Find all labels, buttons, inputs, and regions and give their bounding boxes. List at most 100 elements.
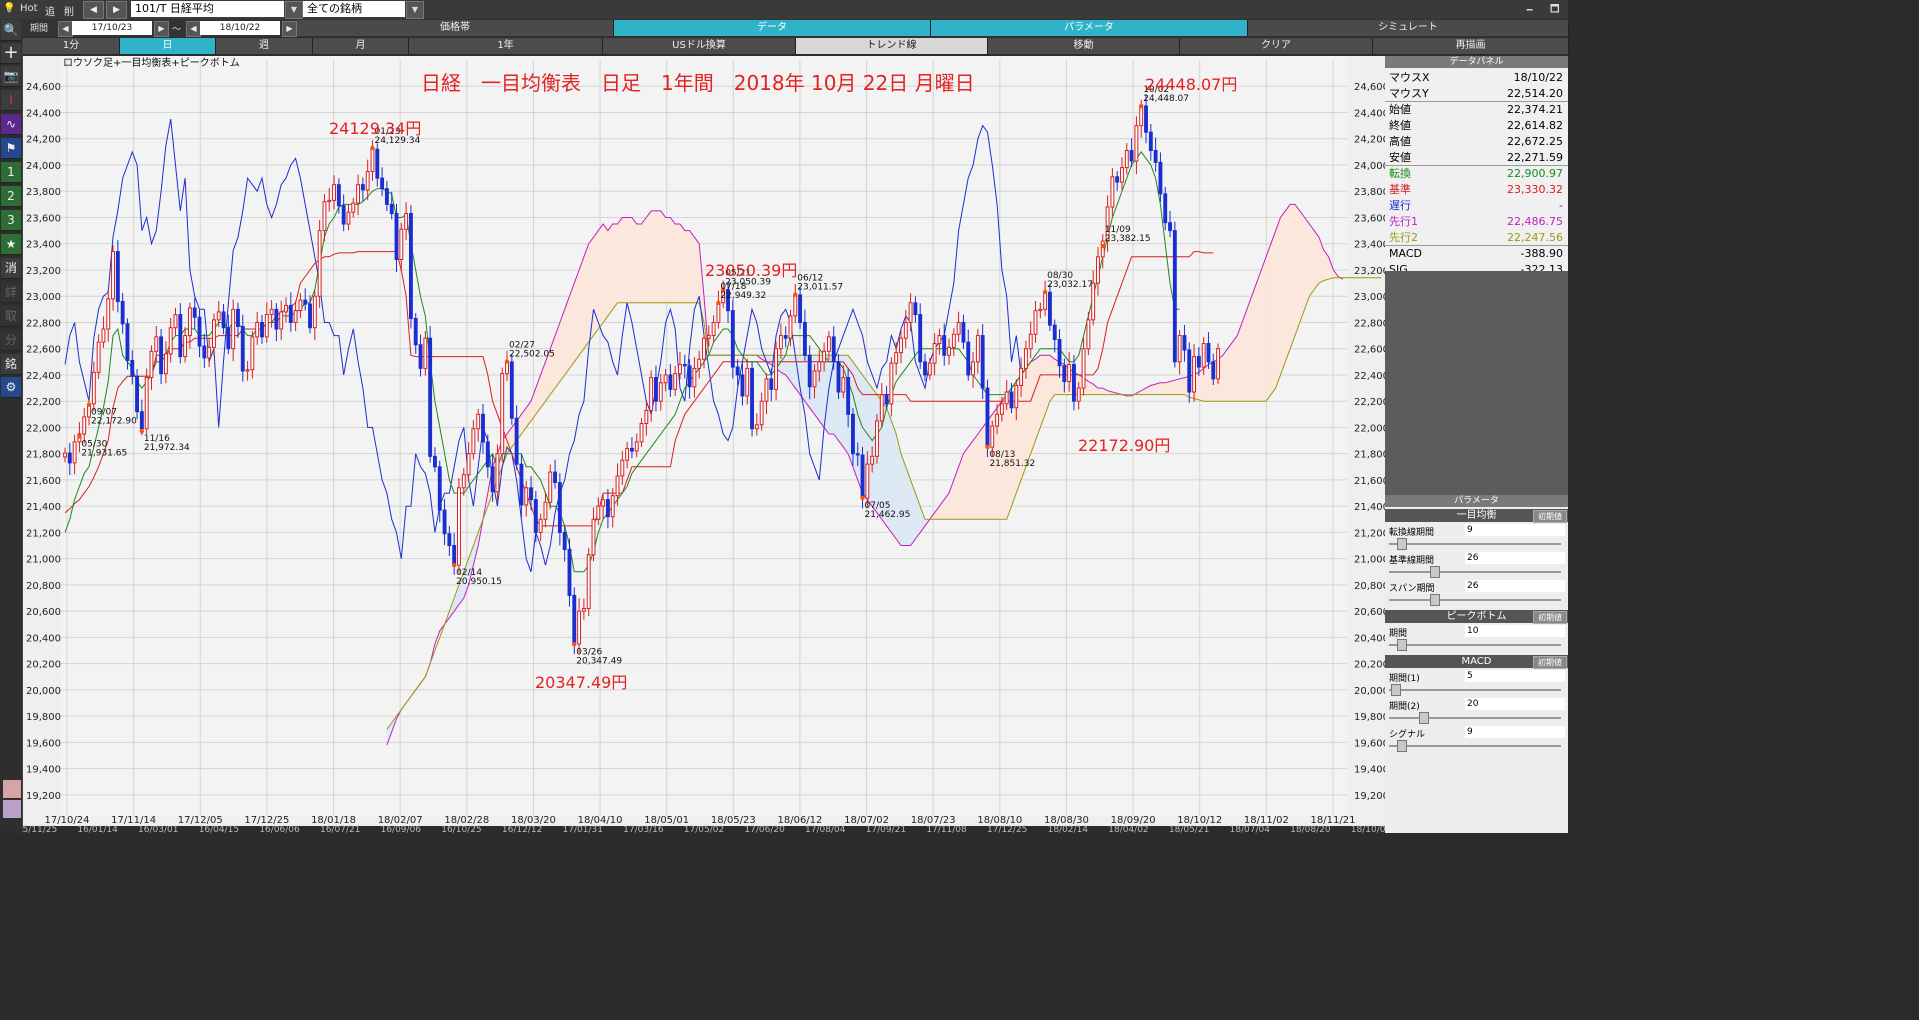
usd-convert-button[interactable]: USドル換算 <box>603 38 796 54</box>
symbol-dropdown-icon[interactable]: ▼ <box>285 1 303 19</box>
tab-parameters[interactable]: パラメータ <box>931 20 1248 36</box>
param-value-field[interactable]: 20 <box>1465 698 1565 710</box>
param-slider-knob[interactable] <box>1430 566 1440 578</box>
param-value-field[interactable]: 9 <box>1465 524 1565 536</box>
candle-body <box>783 335 788 339</box>
param-slider-knob[interactable] <box>1430 594 1440 606</box>
param-reset-button[interactable]: 初期値 <box>1533 656 1567 669</box>
x-tick-label: 18/08/30 <box>1044 815 1089 826</box>
bottom-x-tick-label: 16/12/12 <box>502 825 542 833</box>
minimize-icon[interactable]: 🗕 <box>1526 4 1534 15</box>
magnifier-icon[interactable]: 🔍 <box>1 20 21 41</box>
param-value-field[interactable]: 26 <box>1465 552 1565 564</box>
candle-body <box>91 371 96 405</box>
param-reset-button[interactable]: 初期値 <box>1533 510 1567 523</box>
candle-body <box>860 454 865 499</box>
brand-button[interactable]: 銘 <box>1 354 21 375</box>
peak-bottom-date: 11/09 <box>1105 225 1131 235</box>
param-slider-knob[interactable] <box>1390 684 1401 696</box>
peak-bottom-value: 24,448.07 <box>1143 94 1189 104</box>
hot-button[interactable]: Hot <box>20 3 38 14</box>
prev-symbol-button[interactable]: ◀ <box>83 1 104 19</box>
candle-body <box>380 177 385 190</box>
gear-icon[interactable]: ⚙ <box>1 377 21 398</box>
timeframe-1year-button[interactable]: 1年 <box>409 38 603 54</box>
take-button[interactable]: 取 <box>1 306 21 327</box>
tab-simulate[interactable]: シミュレート <box>1248 20 1569 36</box>
delete-button[interactable]: 削 <box>64 7 74 18</box>
cloud-segment <box>828 355 834 434</box>
next-symbol-button[interactable]: ▶ <box>106 1 127 19</box>
param-slider-track[interactable] <box>1389 689 1561 691</box>
bottom-x-tick-label: 18/02/14 <box>1048 825 1089 833</box>
trendline-button[interactable]: トレンド線 <box>796 38 988 54</box>
param-slider-knob[interactable] <box>1397 538 1408 550</box>
from-prev-button[interactable]: ◀ <box>58 21 73 37</box>
bulb-icon[interactable]: 💡 <box>3 3 16 14</box>
erase-button[interactable]: 消 <box>1 258 21 279</box>
peak-bottom-value: 22,172.90 <box>91 417 137 427</box>
line-mini-icon[interactable] <box>3 800 21 818</box>
symbol-field[interactable]: 101/T 日経平均 <box>131 1 284 17</box>
peak-bottom-marker <box>985 444 990 450</box>
param-value-field[interactable]: 10 <box>1465 625 1565 637</box>
to-next-button[interactable]: ▶ <box>282 21 297 37</box>
tab-data[interactable]: データ <box>614 20 931 36</box>
param-slider-knob[interactable] <box>1397 740 1408 752</box>
move-button[interactable]: 移動 <box>988 38 1180 54</box>
camera-icon[interactable]: 📷 <box>1 66 21 87</box>
candle-body <box>826 336 831 352</box>
to-date-field[interactable]: 18/10/22 <box>200 21 280 35</box>
star-icon[interactable]: ★ <box>1 234 21 255</box>
candle-body <box>1216 348 1221 380</box>
param-reset-button[interactable]: 初期値 <box>1533 611 1567 624</box>
to-prev-button[interactable]: ◀ <box>186 21 201 37</box>
param-label: シグナル <box>1389 730 1426 740</box>
tab-price-band[interactable]: 価格帯 <box>297 20 614 36</box>
from-next-button[interactable]: ▶ <box>154 21 169 37</box>
from-date-field[interactable]: 17/10/23 <box>72 21 152 35</box>
chart-2-button[interactable]: 2 <box>1 186 21 207</box>
candle-body <box>620 459 625 477</box>
add-button[interactable]: 追 <box>45 7 55 18</box>
candle-body <box>106 298 111 330</box>
cloud-segment <box>1318 237 1324 284</box>
detail-button[interactable]: 詳 <box>1 282 21 303</box>
split-button[interactable]: 分 <box>1 330 21 351</box>
param-section-title: MACD <box>1385 655 1568 668</box>
universe-field[interactable]: 全ての銘柄 <box>303 1 405 17</box>
chart-3-button[interactable]: 3 <box>1 210 21 231</box>
param-slider-track[interactable] <box>1389 717 1561 719</box>
param-slider-track[interactable] <box>1389 571 1561 573</box>
timeframe-day-button[interactable]: 日 <box>120 38 216 54</box>
param-slider-knob[interactable] <box>1418 712 1429 724</box>
param-value-field[interactable]: 5 <box>1465 670 1565 682</box>
candle-chart-icon[interactable]: ⌇ <box>1 90 21 111</box>
timeframe-week-button[interactable]: 週 <box>216 38 313 54</box>
candle-body <box>923 361 927 376</box>
crosshair-icon[interactable]: + <box>1 43 21 64</box>
ichimoku-chart[interactable]: 19,200 19,200 19,400 19,400 19,600 19,600 19,8… <box>23 56 1385 833</box>
candle-body <box>144 377 149 430</box>
y-tick-label-left: 21,800 <box>26 450 61 461</box>
candle-body <box>1153 150 1158 163</box>
line-chart-icon[interactable]: ∿ <box>1 114 21 135</box>
candle-body <box>471 428 476 455</box>
redraw-button[interactable]: 再描画 <box>1373 38 1569 54</box>
candle-mini-icon[interactable] <box>3 780 21 798</box>
param-slider-track[interactable] <box>1389 745 1561 747</box>
chart-1-button[interactable]: 1 <box>1 162 21 183</box>
universe-dropdown-icon[interactable]: ▼ <box>406 1 424 19</box>
param-slider-track[interactable] <box>1389 543 1561 545</box>
timeframe-1min-button[interactable]: 1分 <box>23 38 120 54</box>
param-value-field[interactable]: 26 <box>1465 580 1565 592</box>
param-value-field[interactable]: 9 <box>1465 726 1565 738</box>
clear-button[interactable]: クリア <box>1180 38 1373 54</box>
param-slider-track[interactable] <box>1389 644 1561 646</box>
maximize-icon[interactable]: 🗖 <box>1550 4 1560 15</box>
candle-body <box>187 307 192 337</box>
param-slider-track[interactable] <box>1389 599 1561 601</box>
flag-icon[interactable]: ⚑ <box>1 138 21 159</box>
timeframe-month-button[interactable]: 月 <box>313 38 409 54</box>
param-slider-knob[interactable] <box>1397 639 1408 651</box>
